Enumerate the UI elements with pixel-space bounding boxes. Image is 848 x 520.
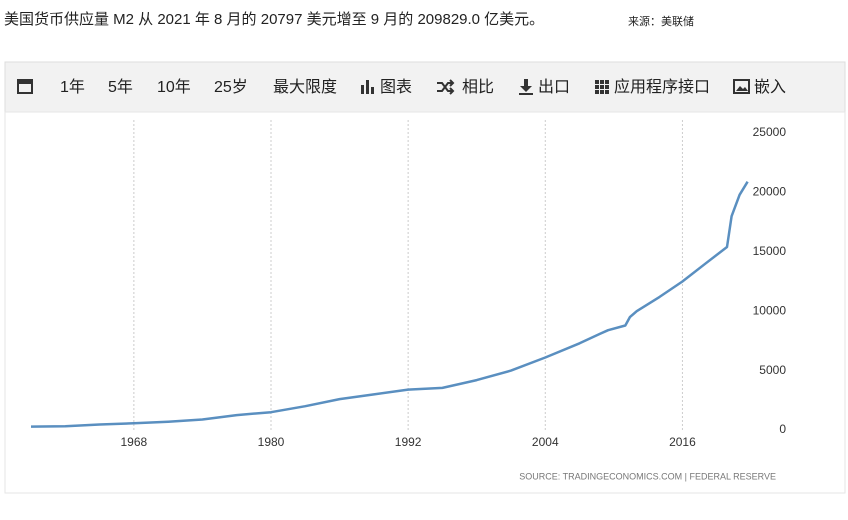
x-tick-label: 1992: [395, 435, 422, 449]
chart-frame: [4, 111, 846, 494]
toolbar-button[interactable]: 图表: [380, 78, 412, 96]
toolbar: [4, 61, 846, 113]
toolbar-button[interactable]: 出口: [538, 78, 570, 96]
download-icon: [519, 79, 533, 95]
embed-icon: [733, 79, 750, 94]
toolbar-button[interactable]: 1年: [60, 78, 85, 96]
toolbar-button[interactable]: 相比: [462, 78, 494, 96]
toolbar-button[interactable]: 5年: [108, 78, 133, 96]
source-note: 来源：美联储: [628, 14, 694, 28]
toolbar-button[interactable]: 最大限度: [273, 78, 337, 96]
toolbar-button[interactable]: 嵌入: [754, 78, 786, 96]
line: [30, 181, 749, 428]
toolbar-button[interactable]: 应用程序接口: [614, 77, 710, 96]
api-icon: [595, 80, 609, 94]
x-tick-label: 2016: [669, 435, 696, 449]
toolbar-icons: [17, 79, 750, 95]
title: 美国货币供应量 M2 从 2021 年 8 月的 20797 美元增至 9 月的…: [4, 10, 544, 28]
x-tick-label: 2004: [532, 435, 559, 449]
y-tick-label: 25000: [753, 125, 787, 139]
x-tick-label: 1968: [121, 435, 148, 449]
y-tick-label: 20000: [753, 185, 787, 199]
compare-icon: [437, 79, 455, 95]
y-tick-label: 15000: [753, 244, 787, 258]
y-tick-label: 5000: [759, 363, 786, 377]
y-tick-label: 10000: [753, 303, 787, 317]
y-tick-label: 0: [779, 422, 786, 436]
toolbar-button[interactable]: 10年: [157, 78, 191, 96]
chart-icon: [361, 80, 374, 94]
x-tick-label: 1980: [258, 435, 285, 449]
source: SOURCE: TRADINGECONOMICS.COM | FEDERAL R…: [519, 471, 776, 481]
calendar-icon: [17, 79, 33, 94]
toolbar-button[interactable]: 25岁: [214, 78, 248, 96]
